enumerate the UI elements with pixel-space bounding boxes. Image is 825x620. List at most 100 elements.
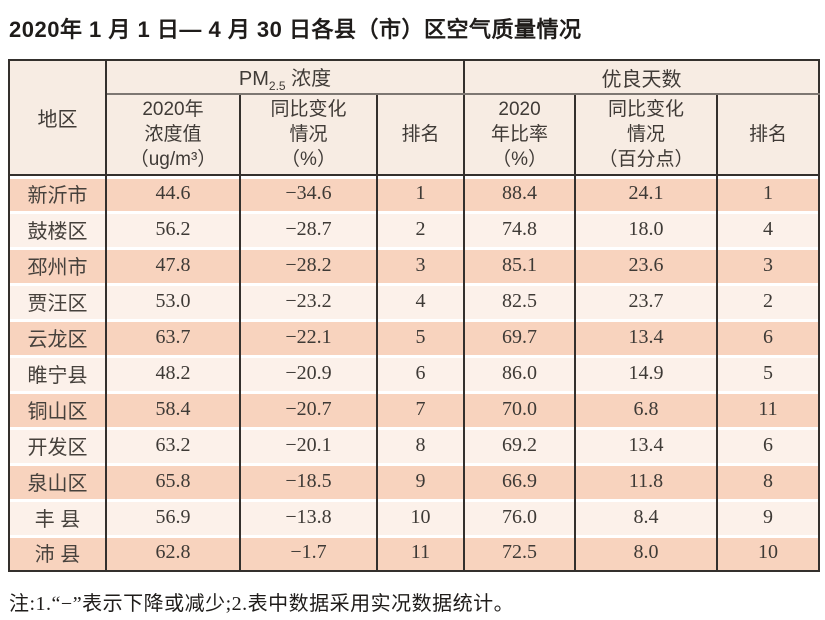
good-change-cell: 23.6 (574, 247, 719, 283)
header-pm25-value: 2020年 浓度值 （ug/m³） (105, 94, 241, 176)
good-rank-cell: 6 (716, 319, 821, 355)
region-cell: 泉山区 (8, 463, 107, 499)
table-row: 睢宁县 48.2 −20.9 6 86.0 14.9 5 (8, 355, 821, 391)
good-rank-cell: 9 (716, 499, 821, 535)
good-rank-cell: 1 (716, 175, 821, 211)
pm25-rank-cell: 7 (375, 391, 466, 427)
good-rate-cell: 74.8 (463, 211, 577, 247)
pm25-rank-cell: 5 (375, 319, 466, 355)
pm25-value-cell: 48.2 (105, 355, 241, 391)
region-cell: 新沂市 (8, 175, 107, 211)
table-row: 沛 县 62.8 −1.7 11 72.5 8.0 10 (8, 535, 821, 571)
table-row: 鼓楼区 56.2 −28.7 2 74.8 18.0 4 (8, 211, 821, 247)
region-cell: 云龙区 (8, 319, 107, 355)
pm25-rank-cell: 1 (375, 175, 466, 211)
region-cell: 邳州市 (8, 247, 107, 283)
good-rate-cell: 86.0 (463, 355, 577, 391)
region-cell: 鼓楼区 (8, 211, 107, 247)
pm25-value-cell: 53.0 (105, 283, 241, 319)
pm25-change-cell: −1.7 (239, 535, 378, 571)
good-change-cell: 8.4 (574, 499, 719, 535)
good-rank-cell: 5 (716, 355, 821, 391)
region-cell: 开发区 (8, 427, 107, 463)
pm25-group-prefix: PM (238, 67, 269, 90)
pm25-group-suffix: 浓度 (285, 67, 332, 90)
header-pm25-change: 同比变化 情况 （%） (239, 94, 378, 176)
good-rate-cell: 76.0 (463, 499, 577, 535)
pm25-rank-cell: 3 (375, 247, 466, 283)
table-row: 云龙区 63.7 −22.1 5 69.7 13.4 6 (8, 319, 821, 355)
good-rank-cell: 6 (716, 427, 821, 463)
header-good-rank: 排名 (716, 94, 821, 176)
good-change-cell: 23.7 (574, 283, 719, 319)
good-change-cell: 6.8 (574, 391, 719, 427)
table-row: 邳州市 47.8 −28.2 3 85.1 23.6 3 (8, 247, 821, 283)
pm25-value-cell: 63.7 (105, 319, 241, 355)
pm25-change-cell: −20.1 (239, 427, 378, 463)
good-change-cell: 13.4 (574, 427, 719, 463)
good-change-cell: 8.0 (574, 535, 719, 571)
table-row: 丰 县 56.9 −13.8 10 76.0 8.4 9 (8, 499, 821, 535)
table-header: 地区 PM2.5 浓度 优良天数 2020年 浓度值 （ug/m³） 同比变化 … (8, 60, 821, 176)
region-cell: 睢宁县 (8, 355, 107, 391)
pm25-rank-cell: 2 (375, 211, 466, 247)
pm25-value-cell: 56.2 (105, 211, 241, 247)
pm25-rank-cell: 9 (375, 463, 466, 499)
pm25-value-cell: 63.2 (105, 427, 241, 463)
pm25-value-cell: 58.4 (105, 391, 241, 427)
header-pm25-group: PM2.5 浓度 (104, 60, 466, 95)
table-row: 新沂市 44.6 −34.6 1 88.4 24.1 1 (8, 175, 821, 211)
pm25-change-cell: −20.7 (239, 391, 378, 427)
pm25-value-cell: 44.6 (105, 175, 241, 211)
pm25-change-cell: −23.2 (239, 283, 378, 319)
pm25-value-cell: 56.9 (105, 499, 241, 535)
header-good-rate: 2020 年比率 （%） (463, 94, 577, 176)
pm25-change-cell: −18.5 (239, 463, 378, 499)
good-change-cell: 13.4 (574, 319, 719, 355)
table-row: 泉山区 65.8 −18.5 9 66.9 11.8 8 (8, 463, 821, 499)
pm25-change-cell: −13.8 (239, 499, 378, 535)
region-cell: 贾汪区 (8, 283, 107, 319)
header-good-days-group: 优良天数 (463, 60, 821, 95)
header-region: 地区 (8, 60, 107, 176)
region-cell: 铜山区 (8, 391, 107, 427)
air-quality-table: 地区 PM2.5 浓度 优良天数 2020年 浓度值 （ug/m³） 同比变化 … (8, 59, 821, 572)
page-title: 2020年 1 月 1 日— 4 月 30 日各县（市）区空气质量情况 (9, 17, 582, 42)
pm25-change-cell: −22.1 (239, 319, 378, 355)
pm25-group-subscript: 2.5 (268, 78, 286, 93)
table-row: 铜山区 58.4 −20.7 7 70.0 6.8 11 (8, 391, 821, 427)
pm25-change-cell: −28.7 (239, 211, 378, 247)
good-change-cell: 18.0 (574, 211, 719, 247)
pm25-rank-cell: 4 (375, 283, 466, 319)
good-rate-cell: 69.2 (463, 427, 577, 463)
good-rank-cell: 3 (716, 247, 821, 283)
footnote: 注:1.“−”表示下降或减少;2.表中数据采用实况数据统计。 (9, 593, 515, 615)
table-row: 开发区 63.2 −20.1 8 69.2 13.4 6 (8, 427, 821, 463)
pm25-rank-cell: 8 (375, 427, 466, 463)
good-rank-cell: 8 (716, 463, 821, 499)
good-rate-cell: 82.5 (463, 283, 577, 319)
header-pm25-rank: 排名 (375, 94, 466, 176)
good-rate-cell: 66.9 (463, 463, 577, 499)
pm25-rank-cell: 6 (375, 355, 466, 391)
good-rate-cell: 85.1 (463, 247, 577, 283)
good-rank-cell: 2 (716, 283, 821, 319)
pm25-value-cell: 62.8 (105, 535, 241, 571)
good-rate-cell: 70.0 (463, 391, 577, 427)
pm25-rank-cell: 10 (375, 499, 466, 535)
good-change-cell: 14.9 (574, 355, 719, 391)
good-change-cell: 24.1 (574, 175, 719, 211)
pm25-rank-cell: 11 (375, 535, 466, 571)
good-change-cell: 11.8 (574, 463, 719, 499)
good-rate-cell: 69.7 (463, 319, 577, 355)
good-rank-cell: 4 (716, 211, 821, 247)
region-cell: 沛 县 (8, 535, 107, 571)
pm25-change-cell: −28.2 (239, 247, 378, 283)
good-rate-cell: 88.4 (463, 175, 577, 211)
table-row: 贾汪区 53.0 −23.2 4 82.5 23.7 2 (8, 283, 821, 319)
pm25-value-cell: 65.8 (105, 463, 241, 499)
pm25-change-cell: −20.9 (239, 355, 378, 391)
region-cell: 丰 县 (8, 499, 107, 535)
good-rank-cell: 11 (716, 391, 821, 427)
